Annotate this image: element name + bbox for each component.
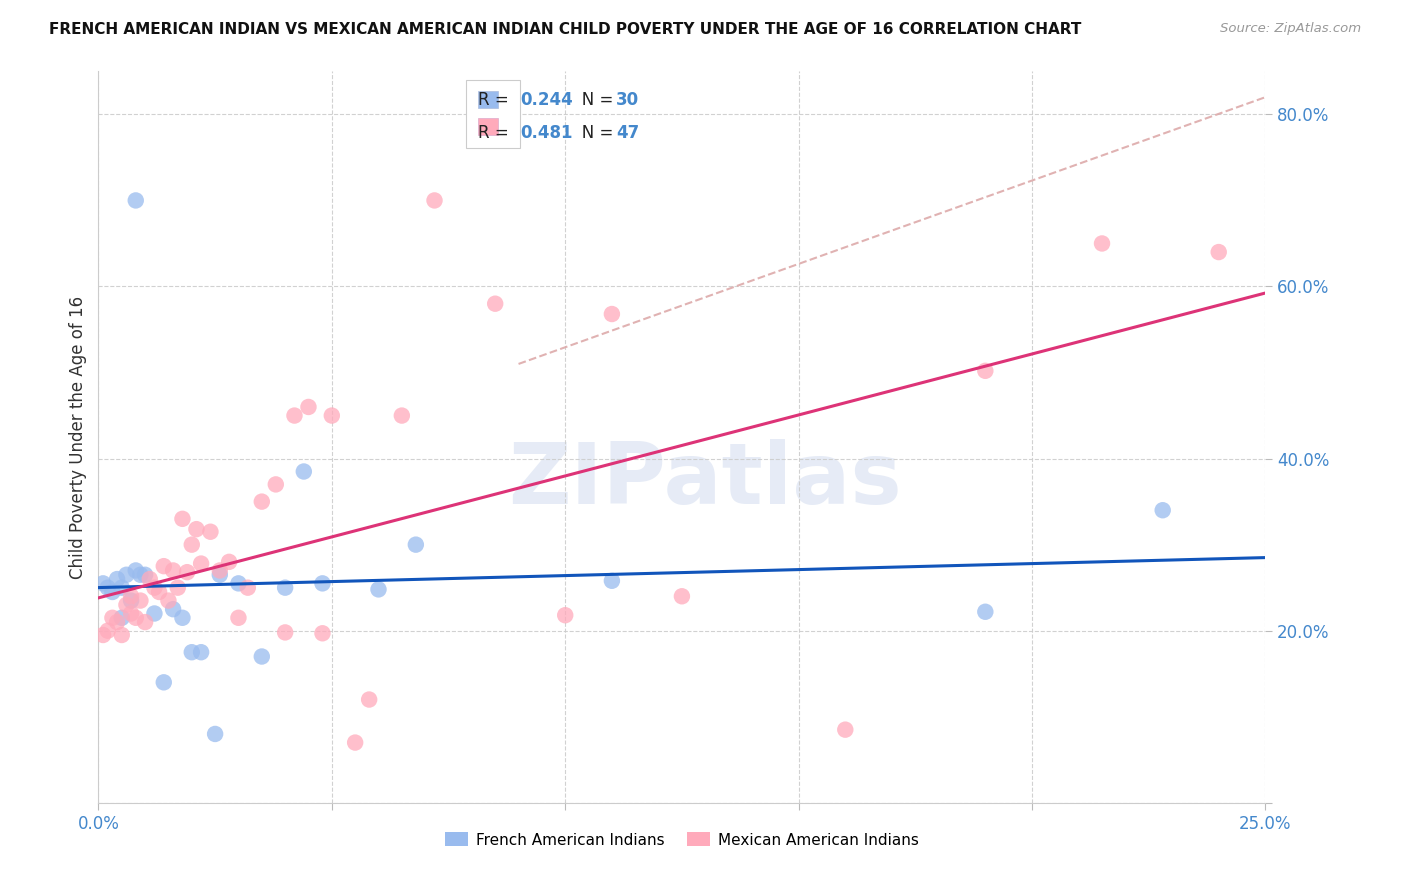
Point <box>236 581 259 595</box>
Point <box>264 477 287 491</box>
Point <box>344 735 367 749</box>
Point <box>405 538 427 552</box>
Text: 30: 30 <box>616 91 638 109</box>
Point <box>311 576 333 591</box>
Point <box>367 582 389 597</box>
Text: 47: 47 <box>616 124 640 142</box>
Text: ZIPatlas: ZIPatlas <box>509 440 903 523</box>
Text: N =: N = <box>565 91 619 109</box>
Point <box>228 576 250 591</box>
Point <box>105 615 128 629</box>
Point <box>152 675 174 690</box>
Point <box>321 409 343 423</box>
Point <box>111 611 134 625</box>
Point <box>423 194 446 208</box>
Text: R =: R = <box>478 91 515 109</box>
Point <box>250 649 273 664</box>
Point <box>172 611 194 625</box>
Point <box>834 723 856 737</box>
Point <box>125 564 148 578</box>
Point <box>101 585 124 599</box>
Point <box>974 364 997 378</box>
Point <box>600 307 623 321</box>
Point <box>125 194 148 208</box>
Point <box>274 581 297 595</box>
Point <box>600 574 623 588</box>
Point <box>180 645 202 659</box>
Point <box>292 465 315 479</box>
Point <box>134 615 156 629</box>
Point <box>671 589 693 603</box>
Point <box>115 598 138 612</box>
Point <box>91 628 114 642</box>
Point <box>148 585 170 599</box>
Point <box>250 494 273 508</box>
Point <box>1152 503 1174 517</box>
Point <box>97 581 120 595</box>
Point <box>974 605 997 619</box>
Point <box>176 565 198 579</box>
Text: 0.244: 0.244 <box>520 91 574 109</box>
Point <box>143 607 166 621</box>
Point <box>129 567 152 582</box>
Point <box>125 611 148 625</box>
Point <box>1208 245 1230 260</box>
Point <box>204 727 226 741</box>
Text: FRENCH AMERICAN INDIAN VS MEXICAN AMERICAN INDIAN CHILD POVERTY UNDER THE AGE OF: FRENCH AMERICAN INDIAN VS MEXICAN AMERIC… <box>49 22 1081 37</box>
Point <box>91 576 114 591</box>
Text: R =: R = <box>478 124 515 142</box>
Point <box>200 524 222 539</box>
Point <box>208 567 231 582</box>
Point <box>120 593 142 607</box>
Y-axis label: Child Poverty Under the Age of 16: Child Poverty Under the Age of 16 <box>69 295 87 579</box>
Point <box>218 555 240 569</box>
Point <box>172 512 194 526</box>
Legend: French American Indians, Mexican American Indians: French American Indians, Mexican America… <box>439 826 925 854</box>
Point <box>180 538 202 552</box>
Point <box>228 611 250 625</box>
Point <box>129 593 152 607</box>
Point <box>297 400 319 414</box>
Point <box>311 626 333 640</box>
Point <box>162 564 184 578</box>
Point <box>554 608 576 623</box>
Point <box>120 607 142 621</box>
Text: Source: ZipAtlas.com: Source: ZipAtlas.com <box>1220 22 1361 36</box>
Point <box>391 409 413 423</box>
Text: 0.481: 0.481 <box>520 124 572 142</box>
Text: N =: N = <box>565 124 619 142</box>
Point <box>139 572 162 586</box>
Point <box>134 567 156 582</box>
Point <box>274 625 297 640</box>
Point <box>157 593 180 607</box>
Point <box>105 572 128 586</box>
Point <box>111 628 134 642</box>
Point <box>186 522 208 536</box>
Point <box>115 567 138 582</box>
Point <box>208 564 231 578</box>
Point <box>143 581 166 595</box>
Point <box>166 581 188 595</box>
Point <box>484 296 506 310</box>
Point <box>111 581 134 595</box>
Point <box>97 624 120 638</box>
Point <box>359 692 381 706</box>
Point <box>162 602 184 616</box>
Point <box>190 645 212 659</box>
Point <box>1091 236 1114 251</box>
Point <box>152 559 174 574</box>
Point <box>190 557 212 571</box>
Point <box>101 611 124 625</box>
Point <box>283 409 305 423</box>
Point <box>120 589 142 603</box>
